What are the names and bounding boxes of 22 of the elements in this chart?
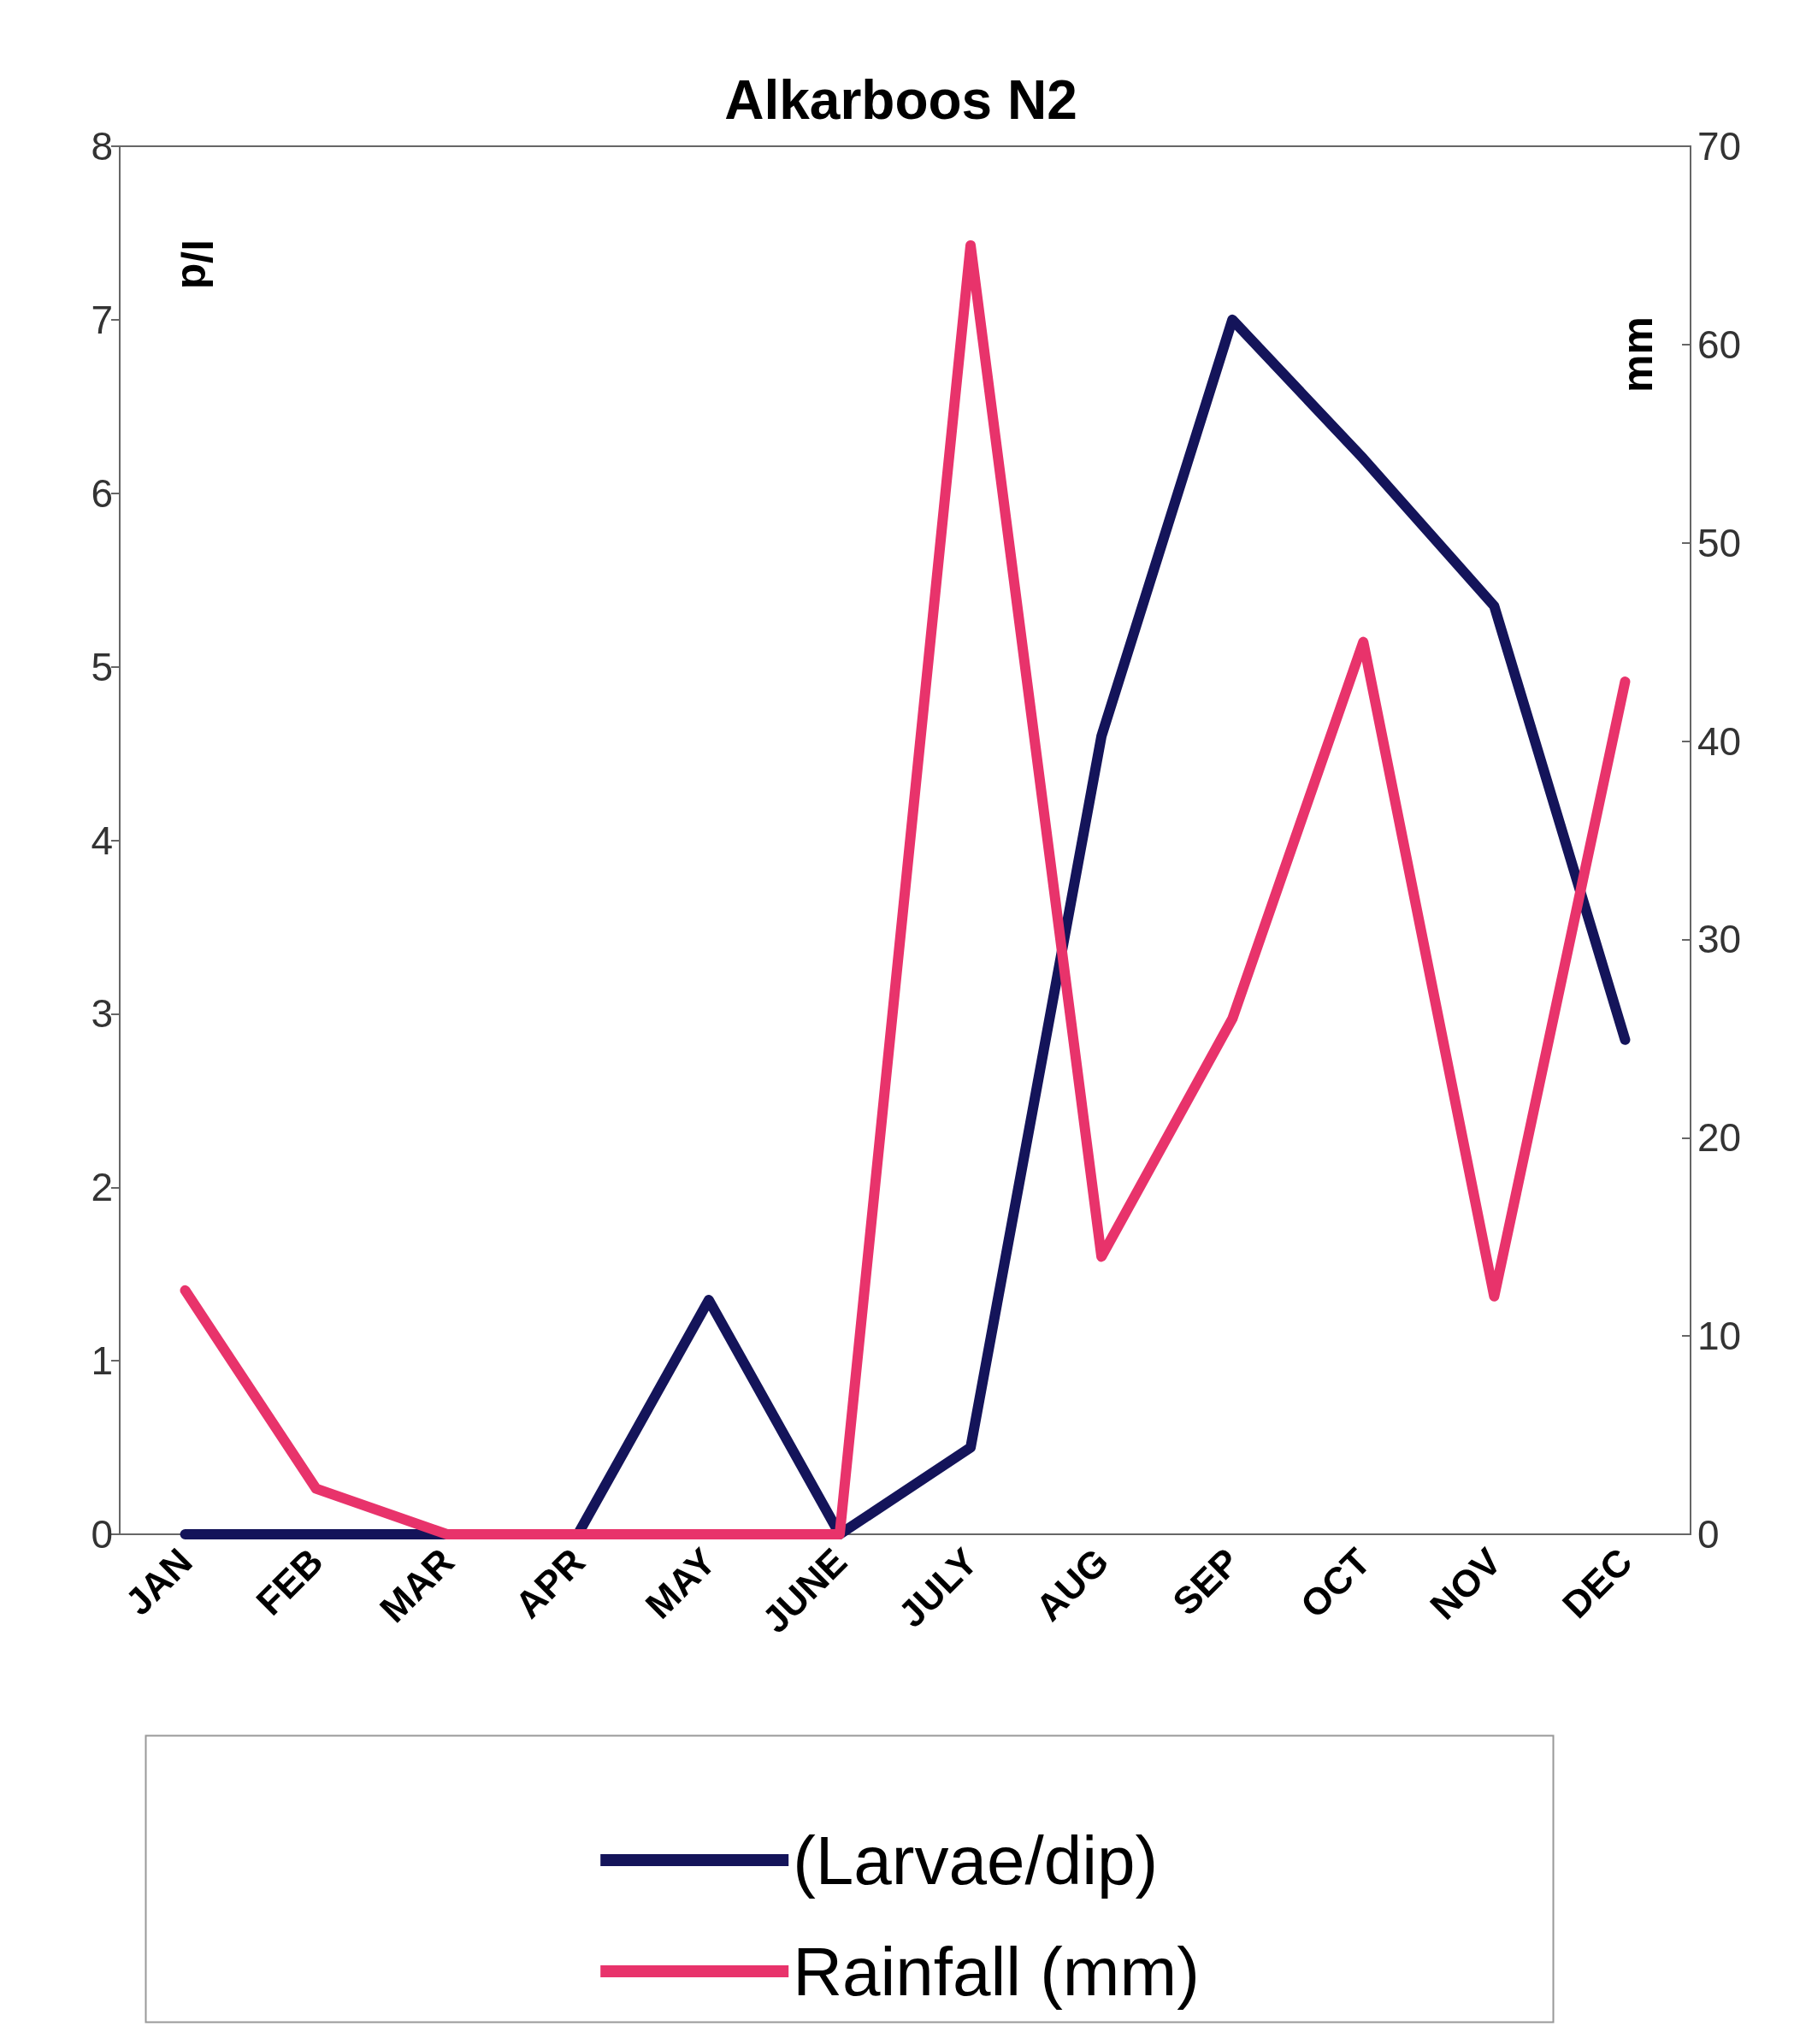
y-tick-label: 2	[91, 1165, 113, 1210]
y2-tick-label: 20	[1697, 1115, 1742, 1161]
y2-tick-label: 10	[1697, 1314, 1742, 1359]
y-axis-title: l/d	[173, 239, 221, 290]
y2-tick-label: 40	[1697, 718, 1742, 764]
y-tick-label: 1	[91, 1338, 113, 1384]
y2-tick-label: 50	[1697, 520, 1742, 565]
y2-tick-label: 0	[1697, 1512, 1720, 1557]
y-tick-label: 8	[91, 124, 113, 168]
y-tick-label: 7	[91, 297, 113, 342]
y-tick-label: 3	[91, 991, 113, 1037]
legend-label: Rainfall (mm)	[793, 1933, 1200, 2010]
y2-tick-label: 60	[1697, 322, 1742, 367]
y-tick-label: 0	[91, 1512, 113, 1557]
legend-label: (Larvae/dip)	[793, 1822, 1159, 1899]
y2-axis-title: mm	[1614, 316, 1661, 393]
chart-title: Alkarboos N2	[724, 69, 1077, 131]
y-tick-label: 6	[91, 470, 113, 516]
y2-tick-label: 30	[1697, 917, 1742, 962]
y-tick-label: 4	[91, 818, 113, 863]
y2-tick-label: 70	[1697, 124, 1742, 168]
y-tick-label: 5	[91, 644, 113, 689]
